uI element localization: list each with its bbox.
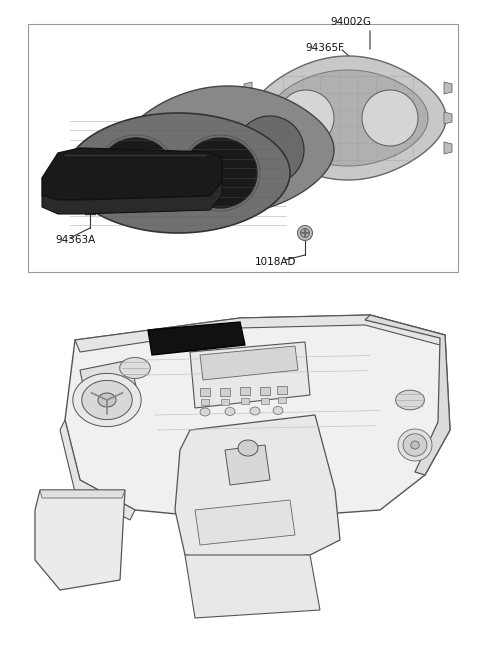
Text: 94002G: 94002G	[330, 17, 371, 27]
Polygon shape	[225, 407, 235, 415]
Polygon shape	[398, 429, 432, 461]
Polygon shape	[362, 90, 418, 146]
Polygon shape	[182, 151, 190, 159]
Text: 1018AD: 1018AD	[255, 257, 297, 267]
Polygon shape	[365, 315, 450, 475]
Polygon shape	[260, 386, 270, 394]
Polygon shape	[73, 373, 141, 426]
Text: 94120A: 94120A	[155, 110, 195, 120]
Polygon shape	[148, 322, 245, 355]
Text: 94363A: 94363A	[55, 235, 95, 245]
Polygon shape	[200, 408, 210, 416]
Polygon shape	[80, 360, 138, 410]
Polygon shape	[99, 138, 173, 208]
Polygon shape	[98, 393, 116, 407]
Text: 94365F: 94365F	[305, 43, 344, 53]
Polygon shape	[403, 434, 427, 456]
Polygon shape	[238, 440, 258, 456]
Polygon shape	[152, 116, 220, 184]
Polygon shape	[220, 388, 230, 396]
Polygon shape	[75, 315, 445, 352]
Polygon shape	[183, 138, 257, 208]
Polygon shape	[66, 113, 290, 233]
Text: 94360D: 94360D	[55, 155, 96, 165]
Polygon shape	[444, 82, 452, 94]
Polygon shape	[122, 86, 334, 214]
Polygon shape	[273, 407, 283, 415]
Polygon shape	[200, 346, 298, 380]
Polygon shape	[236, 116, 304, 184]
Polygon shape	[268, 70, 428, 166]
Polygon shape	[60, 420, 135, 520]
Polygon shape	[278, 90, 334, 146]
Polygon shape	[120, 358, 150, 379]
Polygon shape	[195, 500, 295, 545]
Polygon shape	[185, 555, 320, 618]
Polygon shape	[42, 182, 222, 214]
Polygon shape	[244, 82, 252, 94]
Polygon shape	[278, 397, 286, 403]
Polygon shape	[277, 386, 287, 394]
Circle shape	[298, 226, 312, 241]
Polygon shape	[244, 112, 252, 124]
Polygon shape	[82, 380, 132, 420]
Polygon shape	[240, 387, 250, 395]
Polygon shape	[244, 142, 252, 154]
Polygon shape	[65, 315, 450, 520]
Polygon shape	[42, 148, 222, 200]
Polygon shape	[241, 398, 249, 404]
Polygon shape	[225, 445, 270, 485]
Polygon shape	[190, 342, 310, 408]
Polygon shape	[201, 399, 209, 405]
Polygon shape	[250, 56, 446, 180]
Polygon shape	[250, 407, 260, 415]
Polygon shape	[35, 490, 125, 590]
Circle shape	[300, 228, 310, 237]
Polygon shape	[221, 398, 229, 405]
Polygon shape	[40, 490, 125, 498]
Polygon shape	[444, 112, 452, 124]
Polygon shape	[175, 415, 340, 560]
Polygon shape	[266, 151, 274, 159]
Polygon shape	[444, 142, 452, 154]
Polygon shape	[261, 398, 269, 403]
Polygon shape	[411, 441, 419, 449]
Polygon shape	[396, 390, 424, 410]
Polygon shape	[200, 388, 210, 396]
FancyBboxPatch shape	[216, 130, 240, 170]
